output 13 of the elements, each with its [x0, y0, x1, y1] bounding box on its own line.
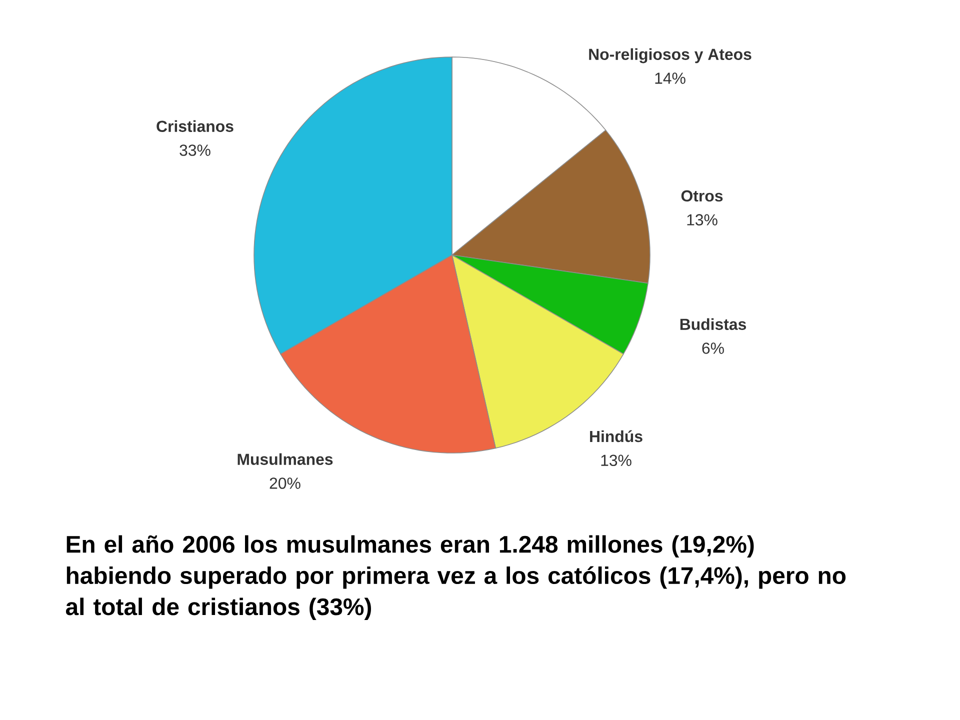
slice-label: Otros	[681, 190, 723, 202]
data-label: 13%	[687, 214, 718, 226]
data-label: 14%	[655, 72, 686, 84]
data-label: 20%	[270, 478, 300, 489]
text: En el año 2006 los musulmanes eran 1.248 millones (19,2%) habiendo superado por primera vez a los católicos (17,4%), pero no al total de cristianos (33%)	[66, 535, 846, 620]
slice-label: Musulmanes	[238, 453, 333, 465]
data-label: 6%	[702, 342, 724, 354]
data-label: 13%	[601, 454, 632, 466]
slice-label: No-religiosos y Ateos	[589, 48, 752, 64]
data-label: 33%	[180, 144, 210, 156]
slice-label: Hindús	[590, 430, 642, 442]
slice-label: Cristianos	[156, 120, 234, 132]
slice-label: Budistas	[680, 318, 746, 330]
